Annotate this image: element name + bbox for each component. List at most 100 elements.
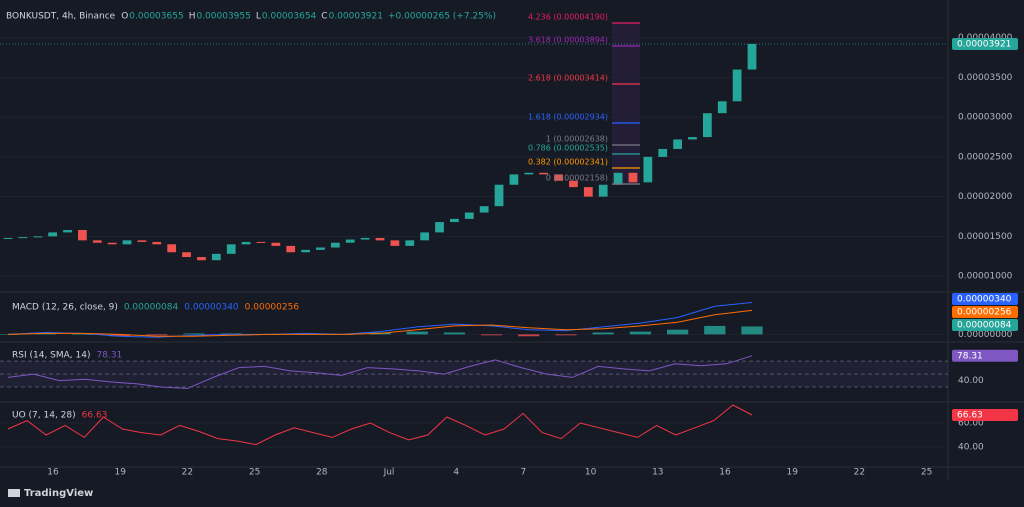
histogram-bar (71, 334, 94, 335)
ohlc-key: L (256, 12, 261, 22)
price-tag: 78.31 (957, 351, 983, 361)
fib-label: 0 (0.00002158) (546, 174, 608, 183)
x-tick-label: 25 (921, 468, 932, 478)
candle (435, 222, 444, 233)
y-tick-label: 0.00000000 (958, 330, 1013, 340)
ohlc-key: O (121, 12, 128, 22)
candle (18, 237, 28, 239)
histogram-bar (629, 331, 652, 335)
candle (137, 240, 147, 242)
histogram-bar (146, 334, 168, 336)
histogram-bar (741, 326, 763, 335)
y-tick-label: 0.00003000 (958, 113, 1013, 123)
brand-logo (8, 489, 20, 497)
fib-label: 1 (0.00002638) (546, 135, 608, 144)
x-tick-label: 13 (652, 468, 663, 478)
ohlc-key: C (321, 12, 327, 22)
ohlc-value: 0.00003921 (329, 12, 383, 22)
y-tick-label: 0.00001500 (958, 232, 1013, 242)
candle (271, 242, 281, 246)
candle (316, 247, 325, 250)
candle (182, 252, 191, 258)
fib-label: 0.382 (0.00002341) (528, 158, 608, 167)
candle (524, 172, 534, 175)
candle (33, 236, 43, 238)
candle (152, 241, 162, 245)
y-tick-label: 40.00 (958, 376, 984, 386)
x-tick-label: 4 (453, 468, 459, 478)
legend-value: 66.63 (82, 411, 108, 421)
y-tick-label: 0.00002000 (958, 192, 1013, 202)
x-tick-label: 16 (47, 468, 59, 478)
candle (479, 206, 489, 213)
brand-text: TradingView (24, 488, 93, 499)
candle (256, 241, 266, 243)
candle (78, 230, 87, 241)
price-tag: 0.00000256 (957, 308, 1012, 318)
candle (494, 184, 504, 207)
price-tag-bg (952, 319, 1018, 331)
x-tick-label: 22 (854, 468, 865, 478)
histogram-bar (443, 332, 466, 335)
x-tick-label: 19 (786, 468, 798, 478)
candle (673, 139, 682, 149)
histogram-bar (183, 333, 205, 335)
candle (569, 180, 578, 188)
price-tag: 0.00000340 (957, 295, 1012, 305)
histogram-bar (666, 329, 689, 335)
ohlc-value: 0.00003655 (129, 12, 183, 22)
histogram-bar (406, 331, 428, 335)
y-tick-label: 60.00 (958, 419, 984, 429)
candle (583, 187, 593, 197)
candle (167, 244, 177, 253)
price-tag-bg (952, 306, 1018, 318)
ohlc-key: H (189, 12, 196, 22)
candle (197, 257, 206, 261)
x-tick-label: 22 (182, 468, 193, 478)
candle (450, 218, 459, 223)
pane-title: RSI (14, SMA, 14) (12, 351, 91, 361)
pane-title: MACD (12, 26, close, 9) (12, 303, 118, 313)
price-tag-bg (952, 409, 1018, 422)
x-tick-label: 7 (521, 468, 527, 478)
x-tick-label: 25 (249, 468, 260, 478)
fib-label: 3.618 (0.00003894) (528, 36, 608, 45)
histogram-bar (34, 333, 56, 335)
ohlc-value: 0.00003654 (262, 12, 317, 22)
candle (107, 242, 117, 245)
candle (390, 240, 400, 246)
legend-value: 78.31 (97, 351, 123, 361)
x-tick-label: 28 (316, 468, 328, 478)
candle (330, 242, 340, 248)
candle (688, 137, 697, 140)
x-tick-label: 19 (114, 468, 126, 478)
fib-label: 0.786 (0.00002535) (528, 144, 608, 153)
x-tick-label: Jul (383, 468, 395, 478)
price-tag: 0.00000084 (957, 321, 1012, 331)
candle (3, 237, 13, 239)
y-tick-label: 0.00001000 (958, 272, 1013, 282)
candle (48, 232, 58, 237)
pane-title: UO (7, 14, 28) (12, 411, 76, 421)
candle (405, 240, 415, 246)
candle (702, 113, 712, 138)
candle (554, 174, 563, 181)
candle (92, 240, 102, 243)
macd-line (7, 302, 753, 338)
candle (286, 245, 296, 253)
candle (613, 172, 623, 185)
candle (241, 241, 251, 245)
ohlc-value: 0.00003955 (196, 12, 250, 22)
candle (539, 172, 549, 175)
price-tag-bg (952, 38, 1018, 51)
candle (732, 69, 742, 102)
candle (509, 174, 519, 185)
legend-value: 0.00000256 (245, 303, 300, 313)
candle (301, 249, 310, 253)
x-tick-label: 16 (719, 468, 731, 478)
histogram-bar (518, 334, 540, 337)
candle (643, 156, 653, 183)
